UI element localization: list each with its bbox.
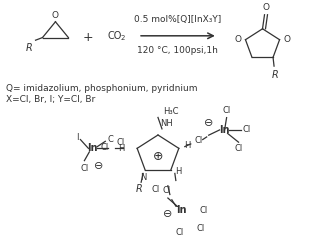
- Text: R: R: [136, 184, 142, 194]
- Text: H₃C: H₃C: [163, 107, 179, 116]
- Text: Cl: Cl: [80, 164, 89, 173]
- Text: O: O: [52, 11, 59, 20]
- Text: 120 °C, 100psi,1h: 120 °C, 100psi,1h: [137, 46, 218, 55]
- Text: Cl: Cl: [116, 138, 124, 147]
- Text: O: O: [234, 35, 242, 44]
- Text: In: In: [219, 125, 230, 135]
- Text: +: +: [83, 31, 94, 44]
- Text: In: In: [177, 205, 187, 215]
- Text: Q= imidazolium, phosphonium, pyridnium: Q= imidazolium, phosphonium, pyridnium: [6, 84, 197, 93]
- Text: X=Cl, Br, I; Y=Cl, Br: X=Cl, Br, I; Y=Cl, Br: [6, 95, 95, 105]
- Text: I: I: [76, 133, 78, 142]
- Text: R: R: [272, 70, 278, 80]
- Text: Cl: Cl: [197, 224, 205, 233]
- Text: In: In: [87, 143, 98, 153]
- Text: ⊖: ⊖: [204, 118, 213, 128]
- Text: NH: NH: [160, 119, 173, 128]
- Text: Cl: Cl: [222, 106, 231, 115]
- Text: R: R: [26, 43, 33, 53]
- Text: CO: CO: [107, 31, 122, 41]
- Text: Cl: Cl: [234, 144, 243, 153]
- Text: Cl: Cl: [152, 185, 160, 194]
- Text: H: H: [184, 141, 190, 150]
- Text: Cl: Cl: [195, 136, 203, 145]
- Text: ⊖: ⊖: [163, 209, 173, 219]
- Text: C: C: [107, 135, 113, 144]
- Text: Cl: Cl: [176, 228, 184, 235]
- Text: O: O: [262, 3, 269, 12]
- Text: O: O: [284, 35, 290, 44]
- Text: Cl: Cl: [243, 125, 251, 134]
- Text: 0.5 mol%[Q][InX₃Y]: 0.5 mol%[Q][InX₃Y]: [134, 15, 221, 24]
- Text: H: H: [175, 167, 181, 176]
- Text: N: N: [140, 173, 146, 182]
- Text: ⊖: ⊖: [94, 161, 103, 171]
- Text: ⊕: ⊕: [153, 149, 163, 163]
- Text: H: H: [118, 144, 124, 153]
- Text: Cl: Cl: [163, 185, 171, 195]
- Text: Cl: Cl: [100, 143, 108, 152]
- Text: 2: 2: [120, 35, 124, 41]
- Text: Cl: Cl: [200, 206, 208, 215]
